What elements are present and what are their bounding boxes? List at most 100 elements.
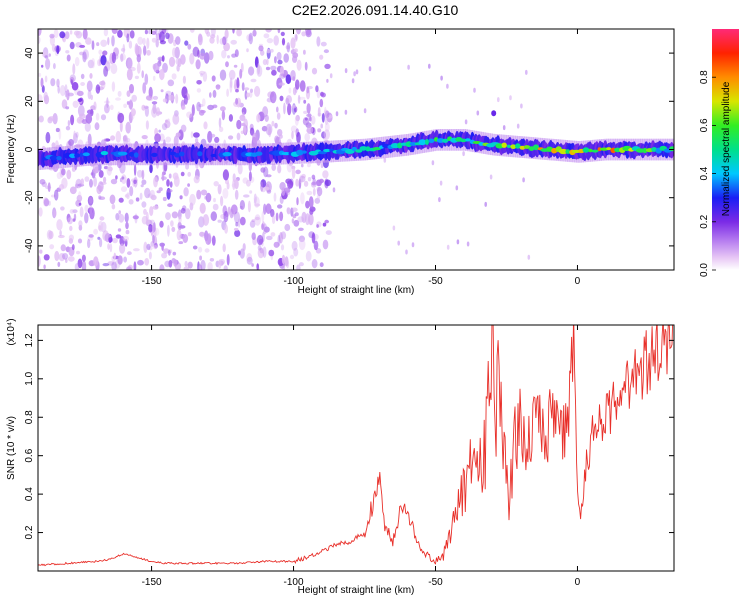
ridge-core [100, 151, 109, 156]
y-tick-label: 0.4 [24, 487, 35, 501]
scatter-blob [275, 212, 279, 222]
scatter-blob [166, 179, 170, 187]
snr-panel: -150 -100 -50 0 0.2 0.4 0.6 0.8 1.0 1.2 Height o… [6, 318, 675, 596]
scatter-blob [231, 53, 237, 58]
scatter-blob [273, 35, 280, 46]
scatter-blob [256, 263, 259, 270]
scatter-blob [87, 59, 95, 69]
scatter-blob [168, 56, 176, 67]
scatter-blob [235, 221, 239, 227]
scatter-blob [73, 130, 76, 141]
scatter-blob [205, 233, 212, 245]
scatter-blob [60, 244, 66, 252]
scatter-blob [317, 112, 322, 117]
scatter-blob [156, 190, 161, 194]
scatter-blob [75, 131, 79, 138]
scatter-blob [84, 204, 89, 213]
scatter-blob [98, 195, 102, 200]
scatter-blob [207, 262, 213, 270]
scatter-blob [303, 99, 307, 104]
scatter-blob [111, 203, 116, 210]
scatter-blob [316, 36, 321, 47]
spectral-ridge [38, 110, 674, 170]
scatter-blob [129, 186, 134, 197]
scatter-blob [171, 226, 176, 232]
scatter-blob [176, 229, 182, 241]
scatter-blob [291, 218, 295, 224]
scatter-blob [306, 103, 311, 114]
scatter-blob [239, 216, 246, 226]
scatter-blob [78, 202, 82, 206]
scatter-blob [171, 211, 179, 219]
scatter-blob [233, 64, 238, 68]
scatter-blob [285, 95, 292, 104]
scatter-blob [115, 175, 118, 180]
scatter-blob [46, 229, 53, 240]
scatter-blob [315, 85, 319, 93]
scatter-blob [110, 178, 118, 185]
scatter-blob [187, 171, 191, 177]
scatter-blob [69, 41, 75, 50]
scatter-blob [211, 75, 216, 82]
scatter-blob [278, 82, 285, 86]
scatter-blob [446, 83, 449, 89]
scatter-blob [251, 232, 256, 240]
scatter-blob [99, 80, 106, 86]
scatter-blob [224, 29, 229, 39]
scatter-blob [150, 194, 157, 201]
scatter-blob [291, 105, 297, 109]
scatter-blob [125, 222, 129, 230]
scatter-blob [296, 131, 301, 144]
scatter-blob [57, 261, 61, 267]
scatter-blob [456, 239, 460, 245]
scatter-blob [167, 118, 170, 124]
spectrogram-y-axis: -40 -20 0 20 40 [24, 47, 674, 253]
scatter-blob [171, 73, 177, 80]
scatter-blob [260, 181, 264, 192]
scatter-blob [108, 237, 113, 243]
ridge-core [197, 151, 203, 157]
scatter-blob [187, 232, 192, 237]
scatter-blob [161, 55, 165, 62]
scatter-blob [209, 92, 212, 98]
ridge-core [74, 153, 81, 158]
scatter-blob [200, 189, 208, 196]
scatter-blob [129, 30, 135, 39]
scatter-blob [235, 98, 239, 105]
scatter-blob [81, 260, 87, 270]
scatter-blob [279, 134, 283, 139]
scatter-blob [67, 256, 75, 262]
scatter-blob [525, 69, 528, 75]
scatter-blob [306, 86, 310, 94]
scatter-blob [89, 207, 95, 220]
scatter-blob [109, 104, 114, 111]
scatter-blob [305, 213, 310, 226]
scatter-blob [332, 187, 336, 193]
scatter-blob [214, 136, 220, 143]
scatter-blob [73, 30, 80, 36]
scatter-blob [153, 245, 158, 250]
scatter-blob [198, 109, 205, 116]
scatter-blob [392, 225, 396, 231]
ridge-core [565, 149, 571, 154]
scatter-blob [106, 164, 113, 176]
scatter-blob [277, 59, 283, 65]
scatter-blob [270, 48, 274, 53]
scatter-blob [64, 84, 68, 93]
scatter-blob [268, 249, 275, 257]
scatter-blob [203, 121, 208, 130]
scatter-blob [476, 110, 480, 116]
scatter-blob [80, 178, 85, 186]
scatter-blob [118, 213, 125, 223]
scatter-blob [59, 184, 65, 190]
scatter-blob [144, 29, 148, 35]
scatter-blob [99, 216, 105, 221]
scatter-blob [90, 172, 94, 176]
scatter-blob [192, 245, 198, 250]
ridge-core [558, 148, 568, 155]
scatter-blob [139, 192, 143, 200]
y-tick-label: -40 [24, 238, 35, 253]
ridge-core [523, 145, 531, 149]
scatter-blob [311, 232, 316, 244]
ridge-core [515, 143, 521, 149]
